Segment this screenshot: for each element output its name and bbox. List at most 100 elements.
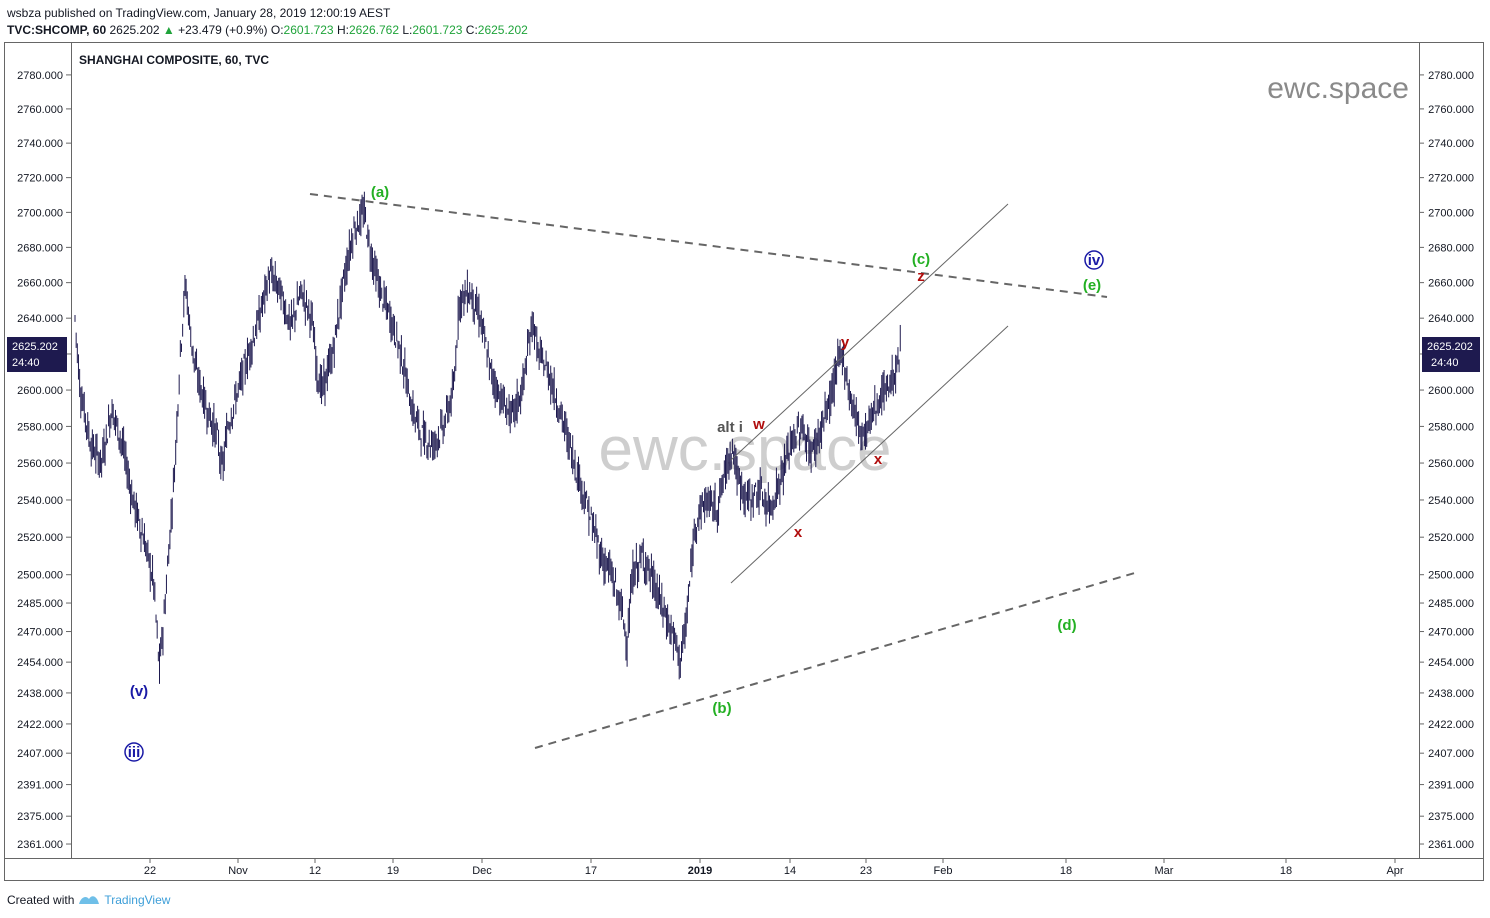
x-tick-label: Dec [472, 865, 492, 877]
wave-label[interactable]: (d) [1057, 617, 1076, 634]
x-tick-label: 18 [1280, 865, 1292, 877]
y-tick-label: 2485.000 [1428, 598, 1474, 610]
ohlc-legend: TVC:SHCOMP, 60 2625.202 ▲ +23.479 (+0.9%… [7, 23, 528, 37]
y-tick-label: 2422.000 [17, 719, 63, 731]
x-tick-label: Nov [228, 865, 248, 877]
symbol-label[interactable]: TVC:SHCOMP, 60 [7, 23, 107, 37]
y-tick-label: 2680.000 [1428, 242, 1474, 254]
y-tick-label: 2560.000 [1428, 458, 1474, 470]
y-tick-label: 2470.000 [17, 627, 63, 639]
y-tick-label: 2407.000 [1428, 748, 1474, 760]
y-tick-label: 2375.000 [17, 811, 63, 823]
price-badge-left-countdown: 24:40 [12, 357, 40, 369]
upper-triangle-line[interactable] [309, 193, 1108, 298]
wave-label[interactable]: z [917, 268, 925, 285]
y-tick-label: 2391.000 [1428, 780, 1474, 792]
y-tick-label: 2760.000 [17, 104, 63, 116]
wave-label[interactable]: (a) [371, 184, 389, 201]
y-tick-label: 2700.000 [1428, 207, 1474, 219]
change-value: +23.479 (+0.9%) [178, 23, 268, 37]
y-tick-label: 2361.000 [17, 839, 63, 851]
time-axis: 22 Nov 12 19 Dec 17 2019 14 23 Feb 18 Mar 18 Apr [144, 858, 1404, 877]
y-tick-label: 2680.000 [17, 242, 63, 254]
y-tick-label: 2760.000 [1428, 104, 1474, 116]
close-label: C: [465, 23, 478, 37]
price-badge-left: 2625.202 24:40 [7, 337, 67, 372]
y-tick-label: 2600.000 [17, 385, 63, 397]
y-tick-label: 2375.000 [1428, 811, 1474, 823]
y-tick-label: 2500.000 [17, 570, 63, 582]
high-value: 2626.762 [348, 23, 400, 37]
high-label: H: [336, 23, 349, 37]
wave-label[interactable]: (c) [912, 251, 930, 268]
tradingview-brand[interactable]: TradingView [104, 893, 171, 907]
y-tick-label: 2422.000 [1428, 719, 1474, 731]
x-tick-label: 18 [1060, 865, 1072, 877]
wave-label[interactable]: (e) [1083, 277, 1101, 294]
y-tick-label: 2600.000 [1428, 385, 1474, 397]
tradingview-logo-icon [79, 896, 100, 904]
y-tick-label: 2520.000 [1428, 532, 1474, 544]
created-with-label: Created with [7, 893, 75, 907]
lower-triangle-line[interactable] [534, 571, 1139, 749]
wave-label[interactable]: x [874, 451, 883, 468]
wave-label[interactable]: alt i [717, 419, 743, 436]
x-tick-label: 23 [860, 865, 872, 877]
left-price-axis: 2780.000 2760.000 2740.000 2720.000 2700.000… [17, 70, 71, 851]
low-label: L: [402, 23, 413, 37]
y-tick-label: 2540.000 [1428, 495, 1474, 507]
price-badge-right-countdown: 24:40 [1431, 357, 1459, 369]
wave-label-circle-icon [1084, 250, 1104, 270]
y-tick-label: 2780.000 [17, 70, 63, 82]
channel-lower-line[interactable] [730, 325, 1009, 584]
price-badge-right: 2625.202 24:40 [1422, 337, 1480, 372]
y-tick-label: 2500.000 [1428, 570, 1474, 582]
close-value: 2625.202 [477, 23, 528, 37]
change-arrow-icon: ▲ [162, 23, 175, 37]
y-tick-label: 2740.000 [17, 138, 63, 150]
chart-frame [4, 42, 1484, 881]
wave-label[interactable]: x [794, 524, 803, 541]
price-badge-right-price: 2625.202 [1427, 341, 1473, 353]
x-tick-label: 12 [309, 865, 321, 877]
wave-label[interactable]: (b) [712, 700, 731, 717]
chart-title: SHANGHAI COMPOSITE, 60, TVC [79, 53, 269, 67]
right-price-axis: 2780.000 2760.000 2740.000 2720.000 2700.000… [1419, 70, 1474, 851]
channel-upper-line[interactable] [730, 203, 1009, 461]
y-tick-label: 2560.000 [17, 458, 63, 470]
y-tick-label: 2454.000 [17, 657, 63, 669]
footer: Created with TradingView [7, 893, 170, 907]
y-tick-label: 2438.000 [1428, 688, 1474, 700]
x-tick-label: 14 [784, 865, 796, 877]
y-tick-label: 2780.000 [1428, 70, 1474, 82]
y-tick-label: 2640.000 [17, 313, 63, 325]
y-tick-label: 2740.000 [1428, 138, 1474, 150]
y-tick-label: 2391.000 [17, 780, 63, 792]
watermark-center: ewc.space [599, 415, 892, 484]
wave-label[interactable]: (v) [130, 683, 148, 700]
x-tick-label: Mar [1155, 865, 1174, 877]
wave-label[interactable]: w [752, 416, 765, 433]
last-price: 2625.202 [109, 23, 160, 37]
open-label: O: [270, 23, 284, 37]
y-tick-label: 2520.000 [17, 532, 63, 544]
candles [74, 191, 901, 684]
y-tick-label: 2580.000 [17, 421, 63, 433]
publisher-line: wsbza published on TradingView.com, Janu… [7, 6, 391, 20]
y-tick-label: 2580.000 [1428, 421, 1474, 433]
y-tick-label: 2485.000 [17, 598, 63, 610]
y-tick-label: 2720.000 [17, 173, 63, 185]
y-tick-label: 2361.000 [1428, 839, 1474, 851]
wave-label[interactable]: iii [128, 744, 141, 761]
x-tick-label: Apr [1386, 865, 1403, 877]
wave-label[interactable]: iv [1088, 252, 1101, 269]
x-tick-label: 17 [585, 865, 597, 877]
y-tick-label: 2454.000 [1428, 657, 1474, 669]
y-tick-label: 2470.000 [1428, 627, 1474, 639]
price-badge-left-price: 2625.202 [12, 341, 58, 353]
x-tick-label: 22 [144, 865, 156, 877]
wave-label[interactable]: y [841, 334, 850, 351]
y-tick-label: 2438.000 [17, 688, 63, 700]
y-tick-label: 2640.000 [1428, 313, 1474, 325]
